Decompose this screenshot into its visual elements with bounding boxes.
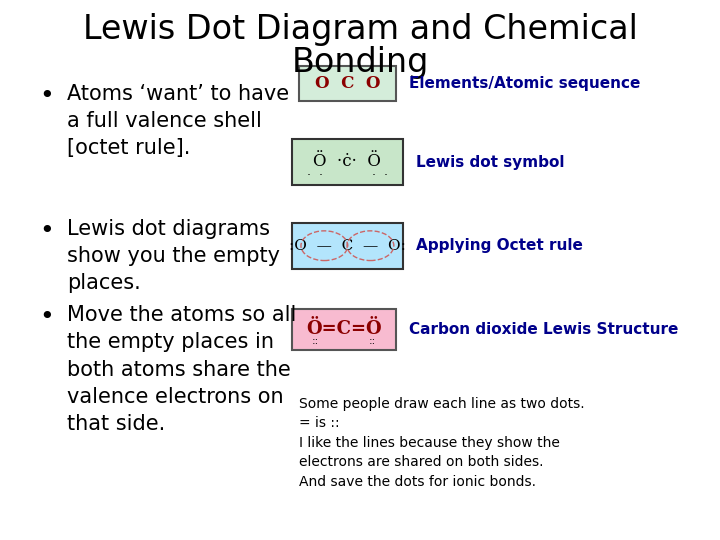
- Text: •: •: [40, 219, 54, 242]
- Text: Ö=C=Ö: Ö=C=Ö: [306, 320, 382, 339]
- Text: .  .: . .: [372, 165, 388, 178]
- Text: Lewis dot symbol: Lewis dot symbol: [416, 154, 564, 170]
- Text: ::: ::: [369, 336, 377, 346]
- Text: :O  —  C  —  O:: :O — C — O:: [289, 239, 406, 253]
- Text: Applying Octet rule: Applying Octet rule: [416, 238, 583, 253]
- Text: Carbon dioxide Lewis Structure: Carbon dioxide Lewis Structure: [409, 322, 678, 337]
- Text: Atoms ‘want’ to have
a full valence shell
[octet rule].: Atoms ‘want’ to have a full valence shel…: [67, 84, 289, 158]
- Text: ::: ::: [311, 336, 319, 346]
- Text: •: •: [40, 84, 54, 107]
- Text: Ö  ·ċ·  Ö: Ö ·ċ· Ö: [313, 153, 382, 171]
- Text: Lewis dot diagrams
show you the empty
places.: Lewis dot diagrams show you the empty pl…: [67, 219, 280, 293]
- Text: Move the atoms so all
the empty places in
both atoms share the
valence electrons: Move the atoms so all the empty places i…: [67, 305, 297, 434]
- Text: .  .: . .: [307, 165, 323, 178]
- Text: Bonding: Bonding: [292, 46, 428, 79]
- Text: Elements/Atomic sequence: Elements/Atomic sequence: [409, 76, 640, 91]
- Text: Some people draw each line as two dots.
= is ::
I like the lines because they sh: Some people draw each line as two dots. …: [299, 397, 585, 489]
- FancyBboxPatch shape: [292, 139, 403, 185]
- Text: Lewis Dot Diagram and Chemical: Lewis Dot Diagram and Chemical: [83, 14, 637, 46]
- FancyBboxPatch shape: [299, 66, 396, 102]
- Text: O  C  O: O C O: [315, 75, 380, 92]
- Text: •: •: [40, 305, 54, 329]
- FancyBboxPatch shape: [292, 309, 396, 350]
- FancyBboxPatch shape: [292, 222, 403, 268]
